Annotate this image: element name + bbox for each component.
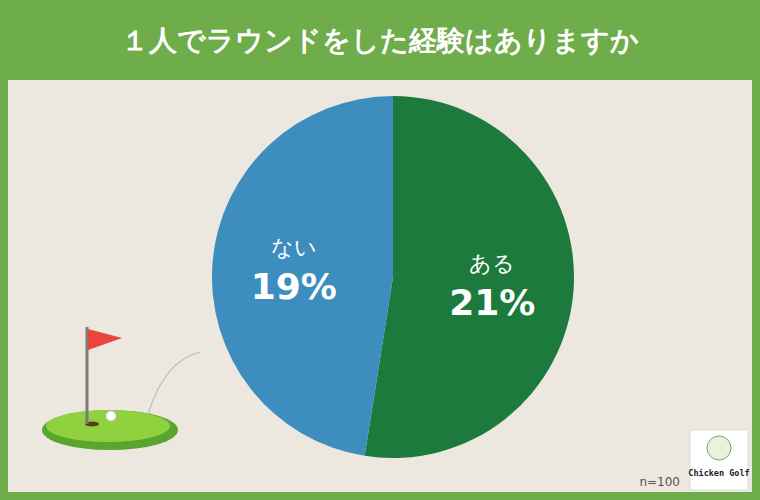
data-label: 21%: [449, 282, 535, 323]
data-label: 19%: [251, 266, 337, 307]
logo-box: [690, 430, 748, 490]
pie: [212, 96, 574, 458]
pie-slice: [365, 96, 574, 458]
ball: [106, 411, 116, 421]
logo-text: Chicken Golf: [688, 468, 749, 478]
golf-illustration: [42, 327, 200, 450]
flag: [88, 329, 122, 350]
green-edge: [42, 410, 178, 450]
pie-slice: [212, 96, 393, 456]
category-label: ある: [469, 251, 515, 276]
green: [46, 410, 170, 442]
frame: [0, 0, 760, 500]
sample-size: n=100: [639, 475, 680, 489]
category-label: ない: [271, 235, 317, 260]
data-labels: ある 21% ない 19%: [251, 235, 536, 323]
chart: １人でラウンドをした経験はありますかある 21% ない 19% n=100 Chicken…: [0, 0, 760, 500]
plot-background: [8, 80, 752, 492]
ball-trail: [148, 352, 200, 414]
logo-emblem: [707, 436, 731, 460]
logo: Chicken Golf: [688, 430, 749, 490]
title: １人でラウンドをした経験はありますか: [121, 24, 639, 57]
